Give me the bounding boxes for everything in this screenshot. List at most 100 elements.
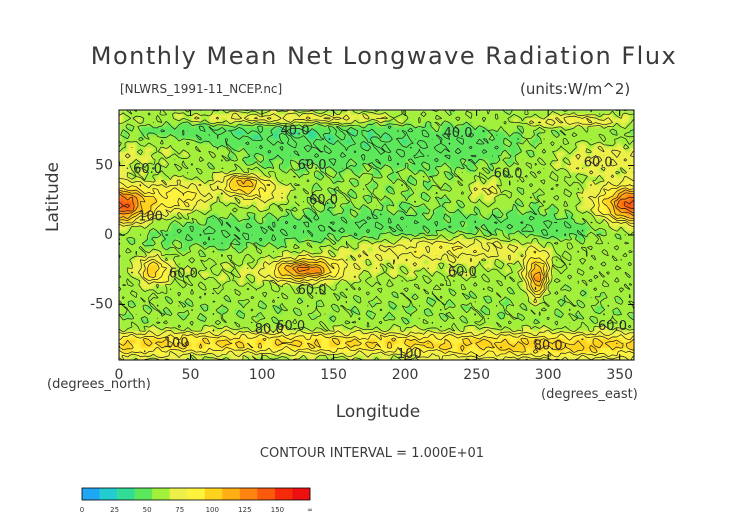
field-cell [591,218,596,224]
field-cell [200,264,206,269]
field-cell [445,251,451,257]
field-cell [346,235,352,240]
field-cell [200,201,206,207]
field-cell [234,255,240,261]
field-cell [325,260,330,265]
field-cell [432,235,438,240]
field-cell [337,272,343,278]
field-cell [612,110,618,115]
field-cell [496,251,502,257]
field-cell [415,222,421,228]
field-cell [127,255,133,261]
field-cell [522,201,528,207]
field-cell [402,201,408,207]
field-cell [157,205,163,211]
field-cell [376,205,382,211]
field-cell [131,189,137,194]
field-cell [325,147,330,153]
field-cell [419,276,425,282]
field-cell [312,243,318,249]
field-cell [608,214,614,219]
field-cell [161,276,167,282]
field-cell [608,189,614,194]
field-cell [161,176,167,182]
field-cell [531,139,536,144]
field-cell [625,151,631,157]
field-cell [565,189,571,194]
field-cell [320,172,326,178]
field-cell [440,189,446,194]
field-cell [161,214,167,219]
field-cell [252,222,257,228]
field-cell [260,264,266,269]
field-cell [286,193,292,199]
field-cell [513,251,519,257]
field-cell [329,205,335,211]
field-cell [230,122,236,128]
field-cell [217,164,223,169]
field-cell [548,210,554,215]
field-cell [466,239,472,244]
field-cell [406,251,412,257]
field-cell [252,205,257,211]
field-cell [256,276,262,282]
field-cell [565,126,571,132]
field-cell [234,164,240,169]
field-cell [462,143,468,149]
field-cell [316,247,322,253]
field-cell [119,210,124,215]
field-cell [410,180,416,186]
field-cell [599,255,605,261]
field-cell [599,230,605,236]
field-cell [500,155,506,161]
field-cell [256,239,262,244]
field-cell [483,189,489,194]
field-cell [586,122,592,128]
field-cell [166,210,172,215]
field-cell [488,243,493,249]
field-cell [565,268,571,274]
field-cell [488,147,493,153]
field-cell [303,172,309,178]
field-cell [462,126,468,132]
field-cell [264,255,270,261]
field-cell [282,160,287,165]
field-cell [299,197,305,203]
field-cell [595,218,601,224]
field-cell [282,264,287,269]
field-cell [191,243,197,249]
field-cell [612,189,618,194]
field-cell [166,110,172,115]
field-cell [157,260,163,265]
field-cell [535,139,541,144]
field-cell [385,276,390,282]
field-cell [573,189,579,194]
field-cell [449,118,455,124]
field-cell [531,230,536,236]
field-cell [397,272,403,278]
field-cell [423,260,429,265]
field-cell [595,193,601,199]
field-cell [200,247,206,253]
field-cell [500,180,506,186]
field-cell [312,155,318,161]
field-cell [616,222,622,228]
field-cell [325,239,330,244]
field-cell [625,222,631,228]
field-cell [440,222,446,228]
field-cell [247,243,253,249]
field-cell [299,160,305,165]
field-cell [616,147,622,153]
field-cell [625,114,631,119]
field-cell [445,164,451,169]
field-cell [273,226,279,232]
field-cell [432,176,438,182]
field-cell [475,226,481,232]
field-cell [479,180,485,186]
field-cell [149,205,154,211]
field-cell [329,135,335,140]
field-cell [453,176,459,182]
field-cell [307,189,313,194]
field-cell [531,168,536,174]
field-cell [376,201,382,207]
